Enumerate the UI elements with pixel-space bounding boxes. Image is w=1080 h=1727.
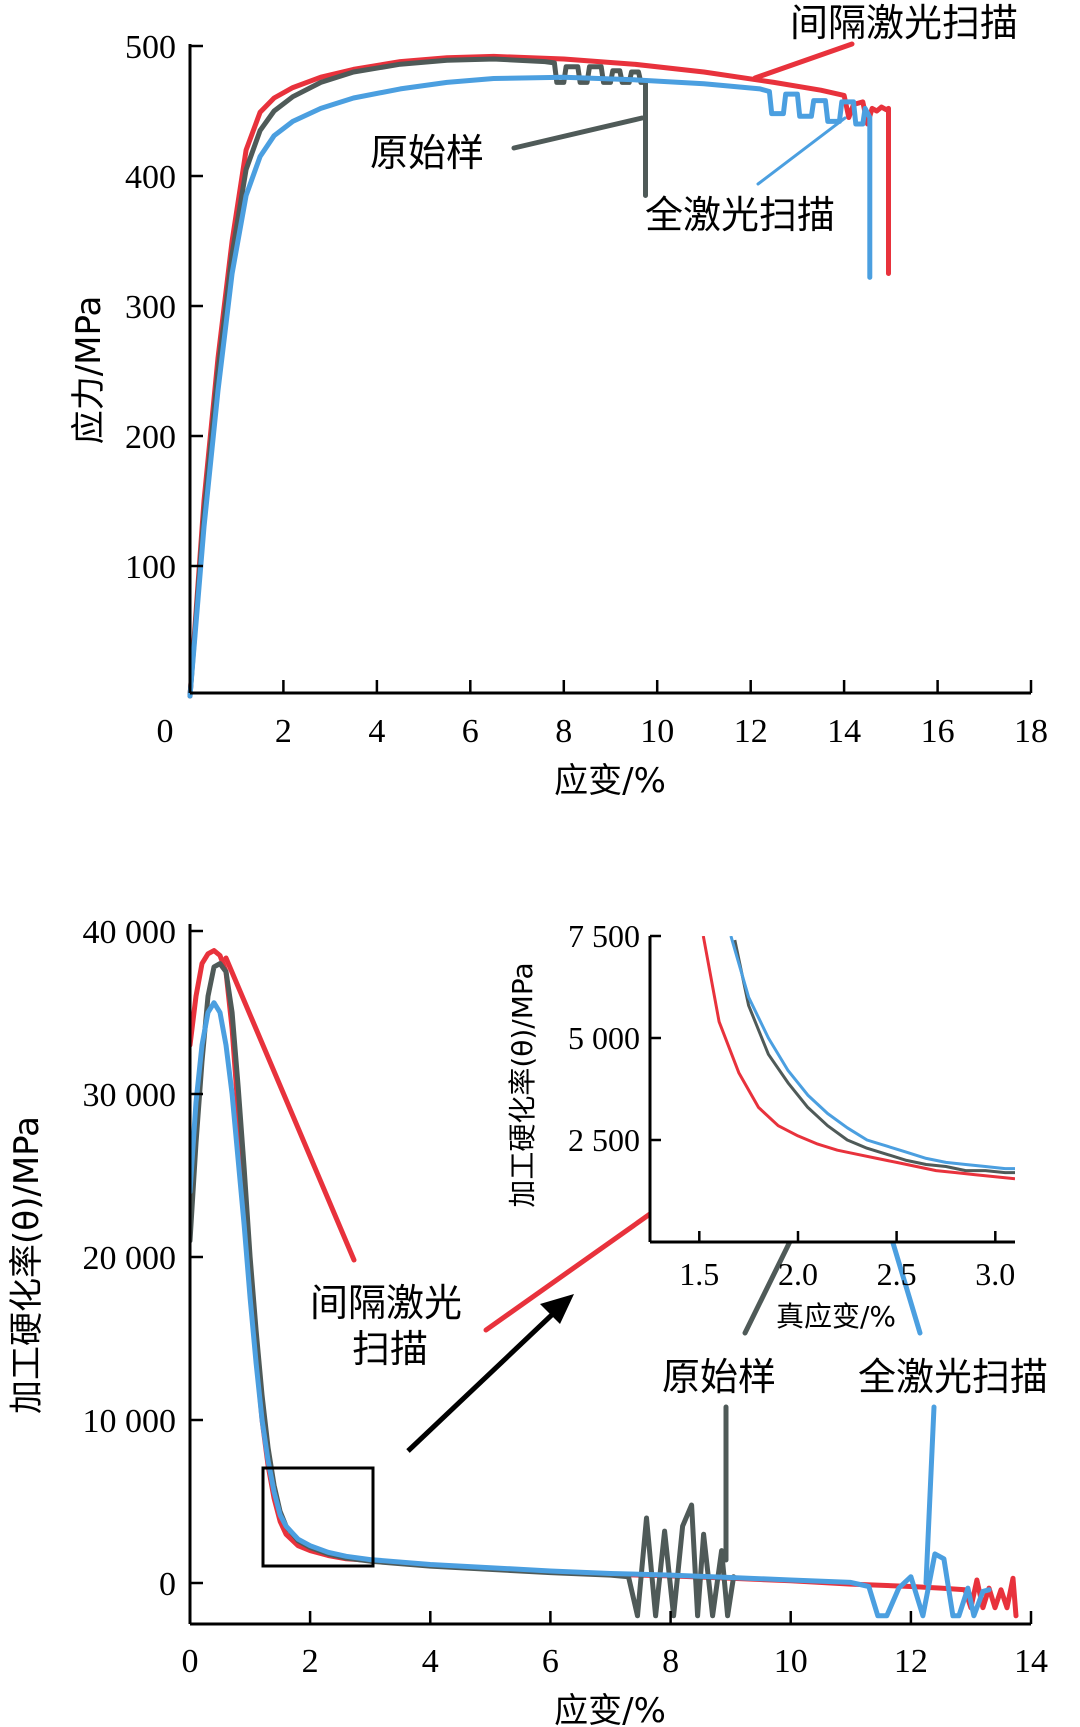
top-leader-original <box>511 115 645 151</box>
top-x-tick-label: 10 <box>640 713 674 750</box>
bottom-x-tick-label: 12 <box>894 1643 928 1680</box>
top-y-tick-label: 200 <box>125 419 176 456</box>
bottom-x-tick-label: 0 <box>182 1643 199 1680</box>
top-y-tick-label: 300 <box>125 289 176 326</box>
bottom-leader-full-down <box>923 1404 937 1586</box>
bottom-x-axis-label: 应变/% <box>554 1691 666 1727</box>
inset-y-axis-label: 加工硬化率(θ)/MPa <box>506 962 539 1207</box>
bottom-annotation-full: 全激光扫描 <box>858 1355 1048 1399</box>
bottom-y-tick-label: 20 000 <box>83 1240 177 1277</box>
top-x-tick-label: 16 <box>921 713 955 750</box>
inset-x-tick-label: 2.0 <box>778 1256 818 1292</box>
top-leader-interval <box>752 41 855 81</box>
work-hardening-curves <box>190 948 1019 1619</box>
inset-series-full <box>729 936 1015 1171</box>
top-series-interval <box>187 53 891 699</box>
top-x-axis-label: 应变/% <box>554 761 666 801</box>
inset-y-tick-label: 2 500 <box>568 1122 640 1158</box>
work-hardening-chart: 0 2 4 6 8 10 12 14 0 10 000 20 000 30 00… <box>7 914 1048 1727</box>
bottom-x-tick-label: 2 <box>302 1643 319 1680</box>
bottom-annotation-original: 原始样 <box>662 1355 776 1399</box>
bottom-y-axis-label: 加工硬化率(θ)/MPa <box>7 1116 47 1414</box>
inset-x-tick-label: 1.5 <box>679 1256 719 1292</box>
bottom-x-tick-label: 14 <box>1014 1643 1048 1680</box>
inset-x-tick-label: 2.5 <box>877 1256 917 1292</box>
zoom-arrow-shaft <box>406 1307 560 1453</box>
top-annotation-full: 全激光扫描 <box>645 193 835 237</box>
bottom-x-tick-label: 4 <box>422 1643 439 1680</box>
top-x-tick-label: 18 <box>1014 713 1048 750</box>
inset-chart: 1.5 2.0 2.5 3.0 2 500 5 000 7 500 真应变/% … <box>506 918 1015 1333</box>
zoom-arrow-head <box>540 1294 574 1324</box>
inset-curves <box>701 936 1015 1181</box>
top-x-tick-label: 14 <box>827 713 861 750</box>
bottom-series-full <box>190 1000 992 1619</box>
bottom-leader-interval-left <box>223 955 357 1263</box>
bottom-y-tick-label: 30 000 <box>83 1077 177 1114</box>
bottom-y-tick-label: 40 000 <box>83 914 177 951</box>
bottom-y-tick-label: 0 <box>159 1566 176 1603</box>
top-series-full <box>187 74 873 699</box>
top-annotation-interval: 间隔激光扫描 <box>790 1 1018 45</box>
bottom-annotation-interval-line2: 扫描 <box>352 1327 428 1371</box>
inset-series-interval <box>701 936 1015 1181</box>
inset-series-original <box>733 939 1015 1175</box>
stress-strain-curves <box>187 53 891 699</box>
bottom-y-tick-label: 10 000 <box>83 1403 177 1440</box>
top-y-tick-label: 500 <box>125 29 176 66</box>
top-x-tick-label: 0 <box>157 713 174 750</box>
bottom-x-tick-label: 6 <box>542 1643 559 1680</box>
top-y-tick-label: 100 <box>125 549 176 586</box>
top-x-tick-label: 6 <box>462 713 479 750</box>
top-leader-full <box>756 116 847 186</box>
inset-y-tick-label: 5 000 <box>568 1020 640 1056</box>
bottom-x-tick-label: 10 <box>774 1643 808 1680</box>
top-x-tick-label: 8 <box>555 713 572 750</box>
inset-y-tick-label: 7 500 <box>568 918 640 954</box>
top-series-original <box>187 56 648 699</box>
top-x-tick-label: 12 <box>734 713 768 750</box>
bottom-x-tick-label: 8 <box>662 1643 679 1680</box>
inset-background <box>650 936 1015 1242</box>
inset-x-axis-label: 真应变/% <box>776 1300 896 1333</box>
top-x-tick-label: 2 <box>275 713 292 750</box>
bottom-annotation-interval-line1: 间隔激光 <box>310 1281 462 1325</box>
top-y-tick-label: 400 <box>125 159 176 196</box>
top-annotation-original: 原始样 <box>370 131 484 175</box>
inset-x-tick-label: 3.0 <box>975 1256 1015 1292</box>
stress-strain-chart: 0 2 4 6 8 10 12 14 16 18 100 200 300 400… <box>69 1 1048 801</box>
zoom-region-box <box>261 1466 375 1568</box>
top-x-tick-label: 4 <box>368 713 385 750</box>
top-y-axis-label: 应力/MPa <box>69 296 109 445</box>
